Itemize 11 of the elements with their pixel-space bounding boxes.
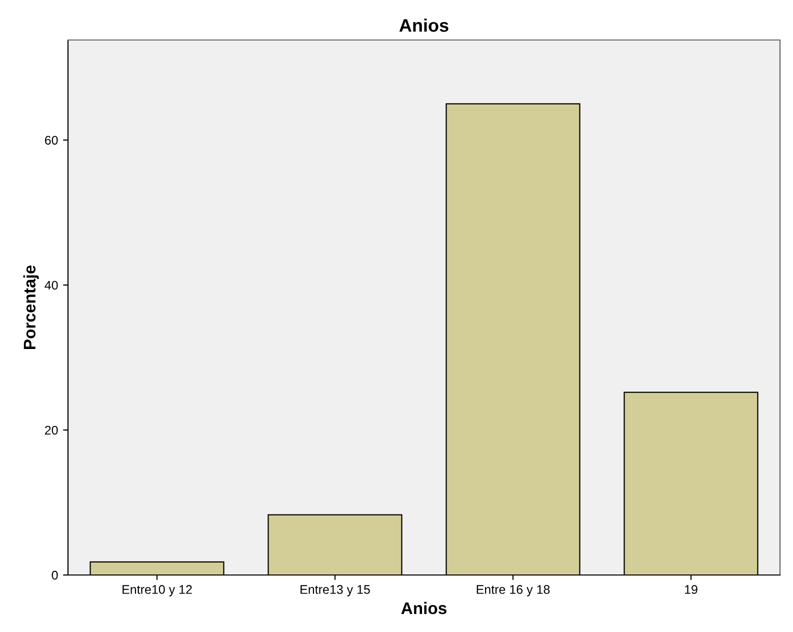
y-axis-title: Porcentaje [23, 265, 39, 349]
x-axis-title: Anios [401, 602, 446, 614]
x-tick-label: Entre10 y 12 [122, 585, 192, 596]
y-tick-label: 20 [45, 426, 58, 435]
chart-title: Anios [399, 18, 448, 32]
x-tick-label: Entre 16 y 18 [476, 585, 550, 596]
y-tick-label: 40 [44, 280, 58, 290]
x-tick-label: 19 [685, 585, 698, 594]
x-tick-label: Entre13 y 15 [300, 585, 370, 596]
y-tick-label: 0 [52, 570, 58, 580]
y-tick-label: 60 [45, 136, 58, 145]
